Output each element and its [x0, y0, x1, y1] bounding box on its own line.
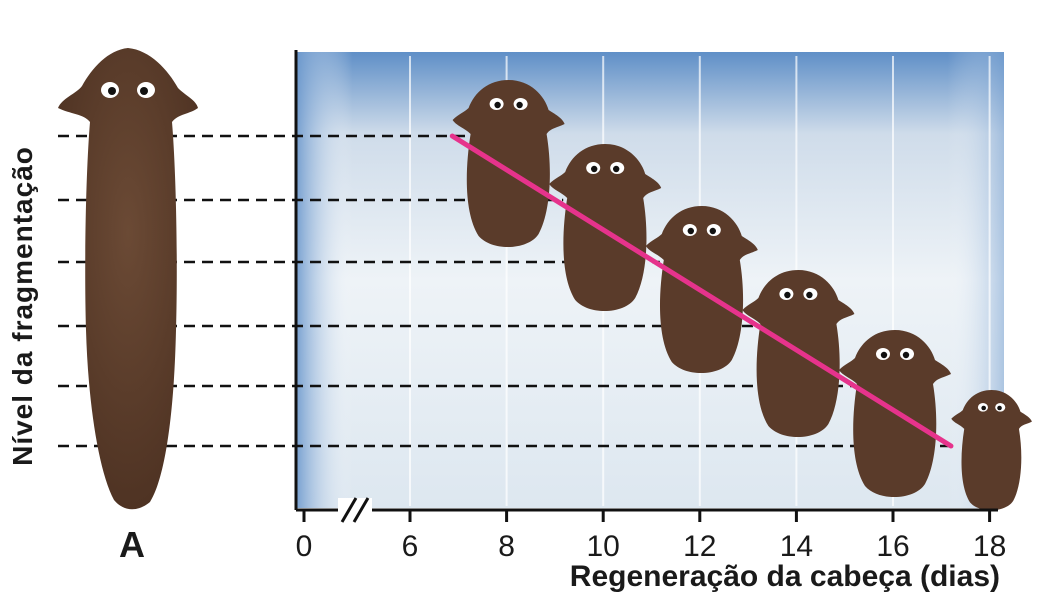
- planarian-fragment: [452, 80, 565, 248]
- planarian-body: [58, 48, 198, 510]
- eye-icon: [995, 402, 1006, 412]
- planarian-fragment: [549, 144, 662, 312]
- eye-icon: [803, 288, 818, 300]
- eye-icon: [586, 162, 601, 174]
- worm-label: A: [119, 524, 145, 565]
- fragment-body: [951, 390, 1032, 511]
- planarian-fragment: [951, 390, 1032, 511]
- eye-icon: [977, 402, 988, 412]
- eye-icon: [101, 82, 119, 98]
- whole-planarian-a: [58, 48, 198, 510]
- eye-icon: [682, 224, 697, 236]
- fragment-body: [549, 144, 662, 312]
- x-tick-label: 18: [973, 530, 1006, 563]
- eye-icon: [900, 348, 914, 360]
- x-tick-label: 10: [587, 530, 620, 563]
- x-tick-label: 16: [876, 530, 909, 563]
- eye-icon: [489, 98, 504, 110]
- eye-icon: [610, 162, 625, 174]
- eye-icon: [137, 82, 155, 98]
- x-ticks: 0 6 8 10 12 14 16 18: [296, 510, 1006, 563]
- trend-line: [449, 133, 954, 449]
- x-tick-label: 12: [683, 530, 716, 563]
- eye-icon: [876, 348, 890, 360]
- x-tick-label: 14: [780, 530, 813, 563]
- y-axis-label: Nível da fragmentação: [7, 146, 38, 466]
- eye-icon: [706, 224, 721, 236]
- x-tick-label: 8: [498, 530, 515, 563]
- x-tick-label: 6: [402, 530, 419, 563]
- eye-icon: [779, 288, 794, 300]
- eye-icon: [513, 98, 528, 110]
- plot-background: [296, 52, 1004, 508]
- x-axis-label: Regeneração da cabeça (dias): [569, 560, 1000, 593]
- x-tick-label: 0: [296, 530, 313, 563]
- axes: [294, 50, 998, 512]
- fragment-body: [452, 80, 565, 248]
- axis-break: [338, 497, 372, 523]
